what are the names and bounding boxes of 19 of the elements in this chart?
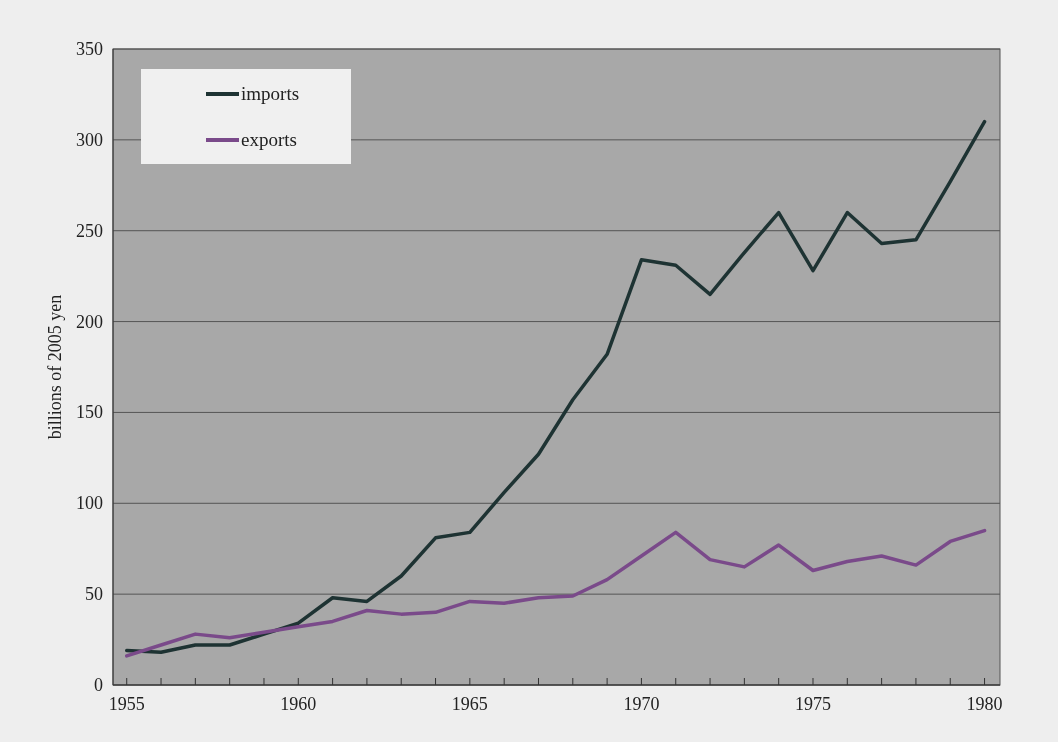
legend-label: exports — [241, 129, 297, 150]
y-tick-label: 300 — [76, 129, 103, 150]
x-tick-label: 1965 — [451, 694, 488, 714]
y-axis-title: billions of 2005 yen — [45, 294, 65, 440]
y-tick-label: 250 — [76, 220, 103, 241]
x-tick-label: 1960 — [280, 694, 317, 714]
y-tick-label: 100 — [76, 493, 103, 514]
x-tick-label: 1970 — [623, 694, 660, 714]
y-tick-label: 350 — [76, 39, 103, 59]
x-tick-label: 1980 — [966, 694, 1003, 714]
y-tick-label: 150 — [76, 402, 103, 423]
legend-label: imports — [241, 83, 300, 104]
x-tick-label: 1975 — [794, 694, 831, 714]
line-series — [124, 119, 987, 655]
y-tick-label: 200 — [76, 311, 103, 332]
x-tick-label: 1955 — [108, 694, 145, 714]
line-series — [124, 528, 987, 658]
y-tick-label: 0 — [94, 675, 103, 695]
y-tick-label: 50 — [85, 584, 103, 605]
